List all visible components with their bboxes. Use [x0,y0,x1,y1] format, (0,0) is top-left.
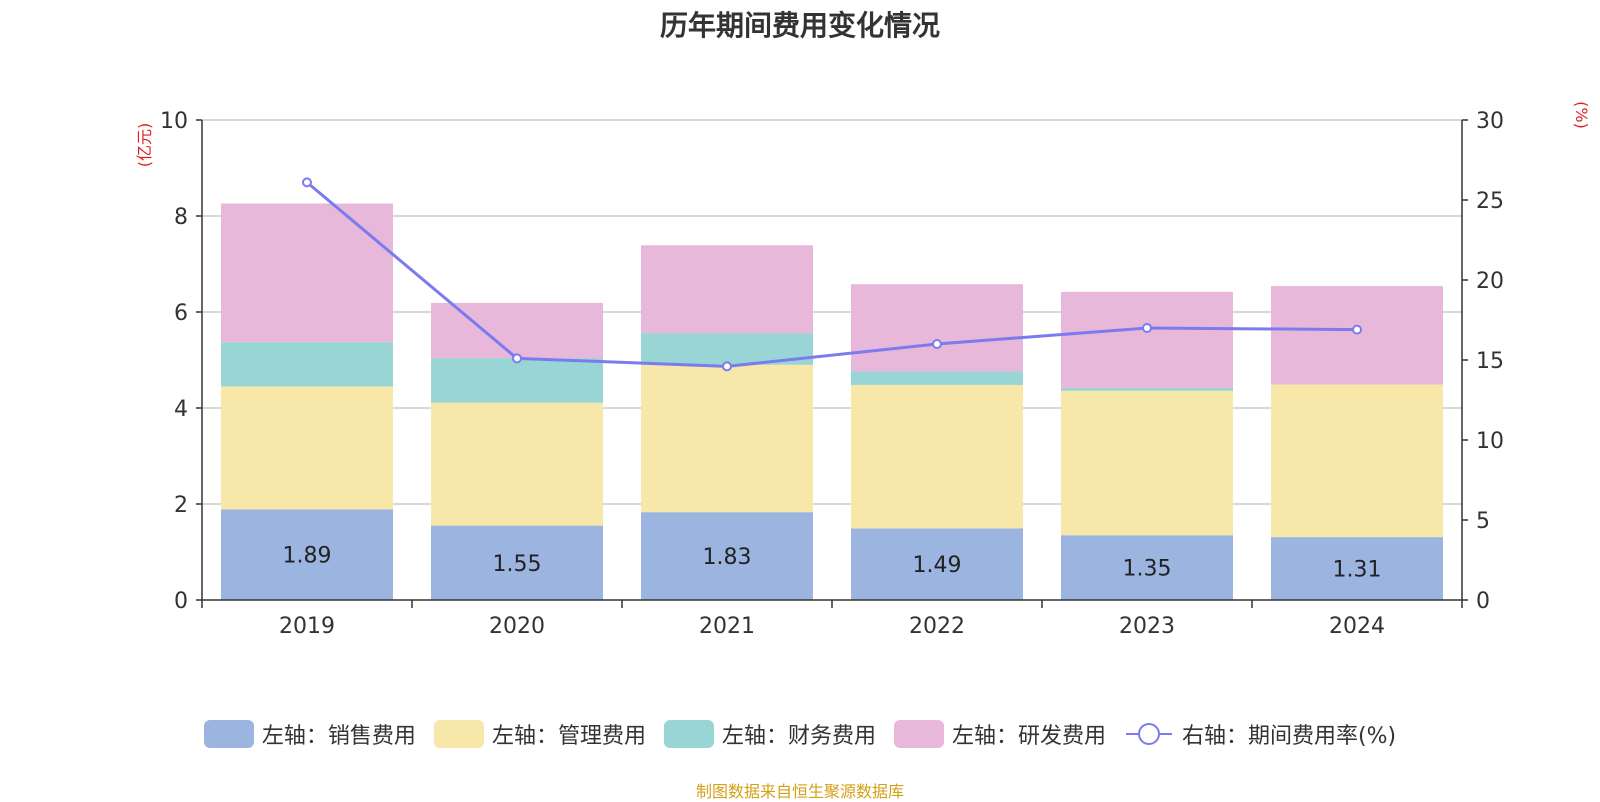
rate-line-path [306,181,1358,368]
x-tick-label: 2023 [1119,614,1175,639]
left-tick-label: 2 [174,493,188,518]
bar-value-label: 1.55 [493,552,542,577]
bar-segment [1271,537,1443,600]
bar-segment [221,342,393,387]
x-tick-label: 2020 [489,614,545,639]
bar-segment [641,512,813,600]
rate-line-point [722,361,732,372]
bar-value-label: 1.83 [703,545,752,570]
rate-line-point [932,339,942,349]
right-axis-unit: (%) [1572,101,1591,129]
legend-item[interactable]: 左轴：研发费用 [893,718,1106,750]
bar-segment [1271,384,1443,538]
bar-segment [1061,390,1233,536]
rate-line-point [1352,324,1362,335]
legend-label: 左轴：管理费用 [491,724,646,749]
legend-item[interactable]: 左轴：销售费用 [203,718,416,750]
grid-lines [202,119,1462,505]
bar-segment [1061,535,1233,600]
source-note: 制图数据来自恒生聚源数据库 [695,782,904,801]
right-tick-label: 10 [1476,429,1504,454]
x-tick-label: 2024 [1329,614,1385,639]
x-tick-label: 2022 [909,614,965,639]
left-tick-label: 4 [174,397,188,422]
left-tick-label: 6 [174,301,188,326]
legend-label: 左轴：财务费用 [721,724,876,749]
rate-line-point [1142,323,1152,333]
bar-segment [221,386,393,510]
right-tick-label: 15 [1476,349,1504,374]
chart-title: 历年期间费用变化情况 [659,9,940,42]
right-tick-label: 0 [1476,589,1490,614]
bar-segment [431,358,603,403]
right-tick-label: 20 [1476,269,1504,294]
legend-label: 左轴：研发费用 [951,724,1106,749]
legend-line-swatch [1125,723,1172,745]
legend-item[interactable]: 右轴：期间费用率(%) [1124,718,1396,750]
bar-segment [431,302,603,359]
right-tick-label: 30 [1476,109,1504,134]
data-labels: 1.89 1.55 1.83 1.49 1.35 1.31 [283,544,1382,583]
legend-item[interactable]: 左轴：管理费用 [433,718,646,750]
x-tick-label: 2019 [279,614,335,639]
bar-value-label: 1.35 [1123,557,1172,582]
axes: 0 2 4 6 8 10 0 5 10 15 20 25 30 (亿元) (%) 2019 2020 2021 20… [135,101,1591,639]
right-tick-label: 25 [1476,189,1504,214]
bar-segment [851,284,1023,372]
left-tick-label: 8 [174,205,188,230]
bar-segment [431,402,603,526]
left-axis-unit: (亿元) [135,123,154,168]
bar-segment [1271,286,1443,385]
bar-segment [1061,291,1233,388]
x-tick-label: 2021 [699,614,755,639]
bar-segment [851,528,1023,600]
bar-segment [1061,387,1233,391]
bar-value-label: 1.31 [1333,558,1382,583]
legend-swatch [203,720,254,748]
bar-segment [641,245,813,334]
bar-value-label: 1.49 [913,553,962,578]
chart-area: 0 2 4 6 8 10 0 5 10 15 20 25 30 (亿元) (%) 2019 2020 2021 20… [135,101,1591,639]
bar-value-label: 1.89 [283,544,332,569]
rate-line-point [512,353,522,364]
legend-swatch [663,720,714,748]
bar-segment [851,384,1023,529]
bars [221,203,1443,600]
left-tick-label: 10 [160,109,188,134]
legend-line-marker [1137,723,1160,745]
bar-segment [431,525,603,600]
legend-label: 左轴：销售费用 [261,724,416,749]
left-tick-label: 0 [174,589,188,614]
bar-segment [851,371,1023,385]
legend: 左轴：销售费用 左轴：管理费用 左轴：财务费用 左轴：研发费用 右轴：期间费用率(%) [0,718,1600,750]
legend-label: 右轴：期间费用率(%) [1181,724,1397,749]
bar-segment [221,509,393,600]
legend-swatch [893,720,944,748]
legend-item[interactable]: 左轴：财务费用 [663,718,876,750]
right-tick-label: 5 [1476,509,1490,534]
rate-line [302,177,1362,372]
bar-segment [221,203,393,343]
rate-line-point [302,177,312,188]
legend-swatch [433,720,484,748]
bar-segment [641,364,813,513]
